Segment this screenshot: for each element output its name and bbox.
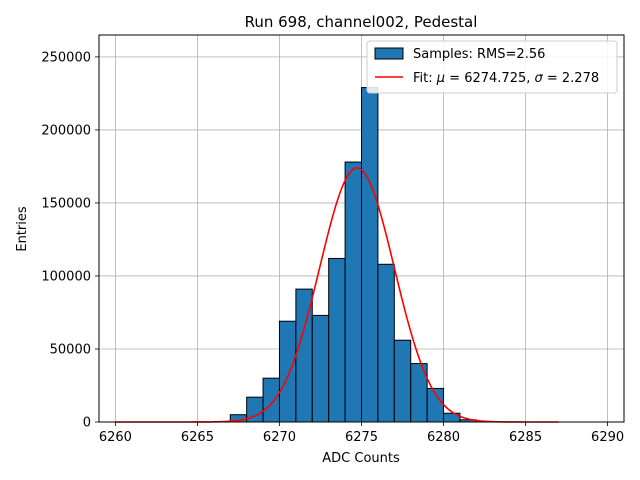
y-tick-label: 150000	[41, 196, 91, 211]
y-tick-label: 250000	[41, 50, 91, 65]
x-axis-label: ADC Counts	[322, 451, 400, 466]
legend-fit-mu-text: = 6274.725,	[445, 71, 534, 86]
chart-title: Run 698, channel002, Pedestal	[245, 13, 478, 31]
legend-fit-sigma-text: = 2.278	[543, 71, 599, 86]
y-axis-label: Entries	[15, 206, 30, 252]
y-tick-label: 200000	[41, 123, 91, 138]
legend-fit-label: Fit: μ = 6274.725, σ = 2.278	[413, 71, 599, 86]
x-axis-ticks: 6260 6265 6270 6275 6280 6285 6290	[99, 422, 624, 445]
histogram-bar	[344, 161, 362, 423]
legend-fit-prefix: Fit:	[413, 71, 437, 86]
legend-histogram-label: Samples: RMS=2.56	[413, 47, 545, 62]
x-tick-label: 6260	[99, 430, 132, 445]
x-tick-label: 6285	[509, 430, 542, 445]
legend-box	[366, 40, 618, 94]
y-axis-ticks: 0 50000 100000 150000 200000 250000	[41, 50, 99, 431]
histogram-bars	[229, 87, 477, 423]
x-tick-label: 6270	[263, 430, 296, 445]
legend-histogram-swatch	[374, 47, 404, 60]
x-tick-label: 6290	[591, 430, 624, 445]
histogram-bar	[361, 87, 379, 423]
histogram-bar	[377, 263, 395, 423]
legend-fit-sigma-symbol: σ	[535, 71, 544, 86]
x-tick-label: 6280	[427, 430, 460, 445]
histogram-bar	[328, 257, 346, 423]
histogram-bar	[311, 314, 330, 423]
x-tick-label: 6275	[345, 430, 378, 445]
legend-fit-mu-symbol: μ	[436, 71, 445, 86]
x-tick-label: 6265	[181, 430, 214, 445]
histogram-bar	[262, 377, 280, 423]
histogram-bar	[278, 320, 297, 423]
histogram-bar	[393, 339, 412, 423]
y-tick-label: 0	[83, 416, 91, 431]
y-tick-label: 50000	[50, 342, 91, 357]
legend: Samples: RMS=2.56 Fit: μ = 6274.725, σ =…	[366, 40, 618, 94]
y-tick-label: 100000	[41, 269, 91, 284]
